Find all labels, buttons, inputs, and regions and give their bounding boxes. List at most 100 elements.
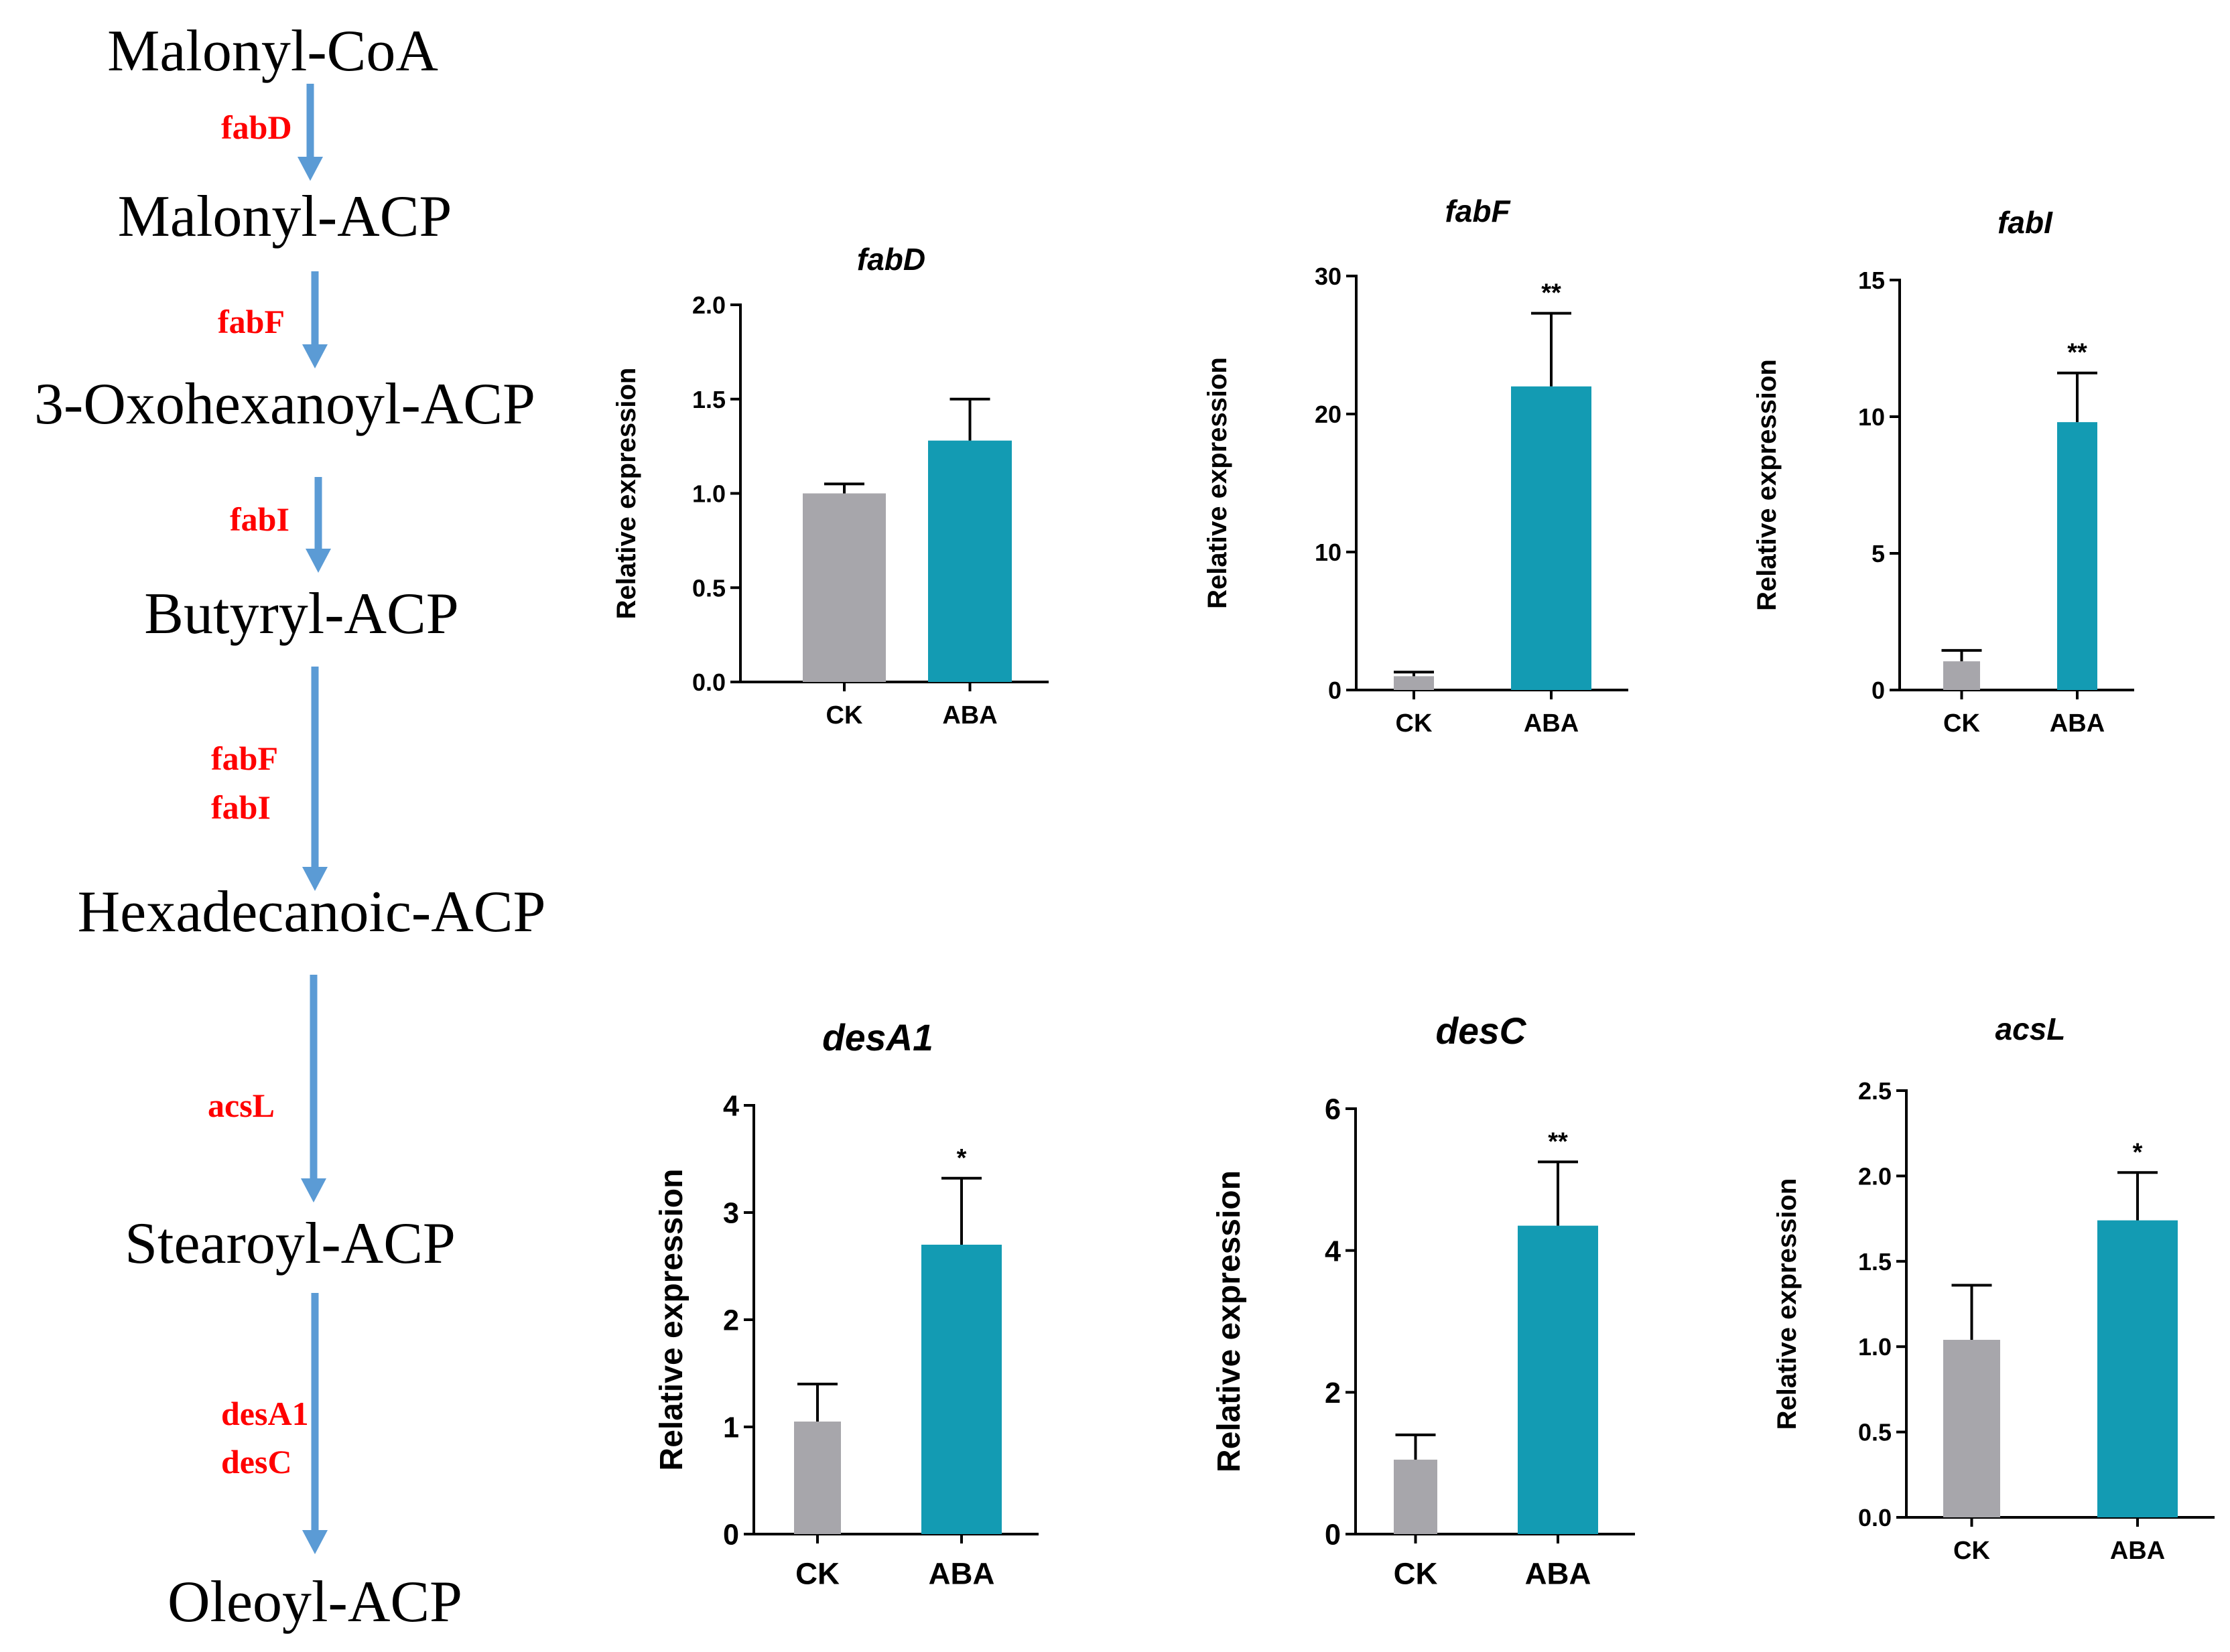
y-tick-label: 1 [723, 1412, 739, 1444]
metabolite-3-oxohexanoyl-acp: 3-Oxohexanoyl-ACP [34, 372, 535, 437]
chart-desA1: desA1 Relative expression 0 1 2 3 4 CK ABA * [654, 1017, 1039, 1590]
y-tick-label: 30 [1315, 263, 1341, 290]
x-tick-label-aba: ABA [929, 1556, 995, 1590]
y-tick-label: 0 [1325, 1519, 1341, 1552]
arrow-head [298, 157, 323, 181]
y-tick-label: 6 [1325, 1094, 1341, 1126]
y-axis-label: Relative expression [654, 1169, 690, 1471]
metabolite-hexadecanoic-acp: Hexadecanoic-ACP [78, 880, 546, 945]
y-tick-label: 2.0 [692, 291, 726, 319]
enzyme-label-fabi: fabI [230, 500, 289, 538]
metabolite-butyryl-acp: Butyryl-ACP [144, 581, 458, 646]
metabolite-oleoyl-acp: Oleoyl-ACP [168, 1570, 462, 1635]
enzyme-label-fabf: fabF [211, 740, 278, 777]
y-tick-label: 3 [723, 1198, 739, 1230]
arrow-head [302, 867, 328, 891]
y-tick-label: 0 [723, 1519, 739, 1552]
y-tick-label: 1.5 [1858, 1248, 1892, 1276]
y-tick-label: 20 [1315, 401, 1341, 428]
y-tick-label: 0 [1872, 677, 1885, 704]
metabolite-malonyl-coa: Malonyl-CoA [107, 19, 438, 84]
x-tick-label-ck: CK [795, 1556, 840, 1590]
pathway-arrow [306, 477, 331, 573]
y-tick-label: 1.0 [1858, 1333, 1892, 1361]
y-axis-label: Relative expression [612, 368, 641, 620]
x-tick-label-ck: CK [1953, 1537, 1990, 1565]
arrow-head [306, 549, 331, 573]
x-tick-label-ck: CK [1394, 1556, 1438, 1590]
y-tick-label: 2.5 [1858, 1077, 1892, 1105]
enzyme-label-fabd: fabD [221, 109, 292, 146]
chart-title: desA1 [822, 1017, 933, 1058]
chart-desC: desC Relative expression 0 2 4 6 CK ABA ** [1211, 1010, 1635, 1590]
enzyme-label-desc: desC [221, 1443, 292, 1481]
significance-marker: ** [1541, 279, 1561, 307]
chart-title: fabF [1445, 194, 1511, 228]
y-axis-label: Relative expression [1752, 359, 1782, 611]
y-axis-label: Relative expression [1203, 357, 1232, 609]
y-tick-label: 10 [1315, 539, 1341, 566]
bar-aba [2057, 422, 2097, 690]
enzyme-label-desa1: desA1 [221, 1395, 309, 1432]
significance-marker: ** [1548, 1127, 1568, 1156]
y-tick-label: 1.5 [692, 386, 726, 413]
y-tick-label: 0 [1328, 677, 1341, 704]
enzyme-label-fabi: fabI [211, 788, 271, 826]
chart-title: fabD [857, 242, 925, 277]
chart-fabI: fabI Relative expression 0 5 10 15 CK ABA ** [1752, 205, 2134, 738]
pathway-arrow [301, 975, 326, 1202]
y-tick-label: 0.5 [692, 574, 726, 602]
bar-aba [928, 440, 1012, 682]
bar-ck [1394, 676, 1434, 690]
pathway-arrow [302, 1293, 328, 1554]
x-tick-label-aba: ABA [2050, 709, 2105, 738]
bar-ck [794, 1422, 841, 1534]
chart-fabF: fabF Relative expression 0 10 20 30 CK ABA ** [1203, 194, 1628, 738]
y-axis-label: Relative expression [1772, 1178, 1802, 1430]
y-tick-label: 5 [1872, 540, 1885, 567]
bar-ck [803, 493, 886, 682]
significance-marker: * [957, 1144, 967, 1172]
enzyme-label-fabf: fabF [218, 303, 285, 340]
y-tick-label: 2 [1325, 1377, 1341, 1409]
significance-marker: * [2133, 1138, 2143, 1166]
x-tick-label-aba: ABA [1525, 1556, 1591, 1590]
enzyme-label-acsl: acsL [208, 1087, 275, 1124]
y-tick-label: 2 [723, 1305, 739, 1337]
arrow-head [302, 344, 328, 368]
x-tick-label-ck: CK [1396, 709, 1433, 738]
bar-aba [2097, 1220, 2178, 1517]
chart-title: desC [1436, 1010, 1527, 1052]
bar-aba [1511, 386, 1591, 690]
bar-aba [921, 1245, 1002, 1534]
pathway-arrow [298, 84, 323, 181]
x-tick-label-aba: ABA [942, 701, 997, 730]
y-tick-label: 4 [723, 1091, 739, 1123]
pathway-arrow [302, 271, 328, 368]
y-axis-label: Relative expression [1211, 1170, 1247, 1472]
y-tick-label: 2.0 [1858, 1162, 1892, 1190]
x-tick-label-ck: CK [1943, 709, 1980, 738]
arrow-head [302, 1530, 328, 1554]
chart-acsL: acsL Relative expression 0.0 0.5 1.0 1.5 2.0 2.… [1772, 1012, 2215, 1565]
y-tick-label: 0.0 [692, 669, 726, 696]
y-tick-label: 0.0 [1858, 1504, 1892, 1531]
bar-ck [1943, 1340, 2000, 1517]
pathway-diagram: Malonyl-CoA Malonyl-ACP 3-Oxohexanoyl-ACP B… [34, 19, 545, 1635]
y-tick-label: 1.0 [692, 480, 726, 508]
pathway-arrow [302, 667, 328, 891]
y-tick-label: 4 [1325, 1235, 1341, 1267]
bar-ck [1394, 1459, 1437, 1534]
y-tick-label: 15 [1858, 267, 1885, 294]
chart-fabD: fabD Relative expression 0.0 0.5 1.0 1.5 2.0 CK… [612, 242, 1049, 730]
metabolite-malonyl-acp: Malonyl-ACP [118, 184, 452, 249]
bar-aba [1518, 1225, 1598, 1534]
bar-charts: fabD Relative expression 0.0 0.5 1.0 1.5 2.0 CK… [612, 194, 2215, 1590]
y-tick-label: 10 [1858, 403, 1885, 431]
significance-marker: ** [2067, 339, 2087, 367]
arrow-head [301, 1178, 326, 1202]
bar-ck [1943, 661, 1980, 690]
x-tick-label-ck: CK [826, 701, 863, 730]
y-tick-label: 0.5 [1858, 1419, 1892, 1446]
